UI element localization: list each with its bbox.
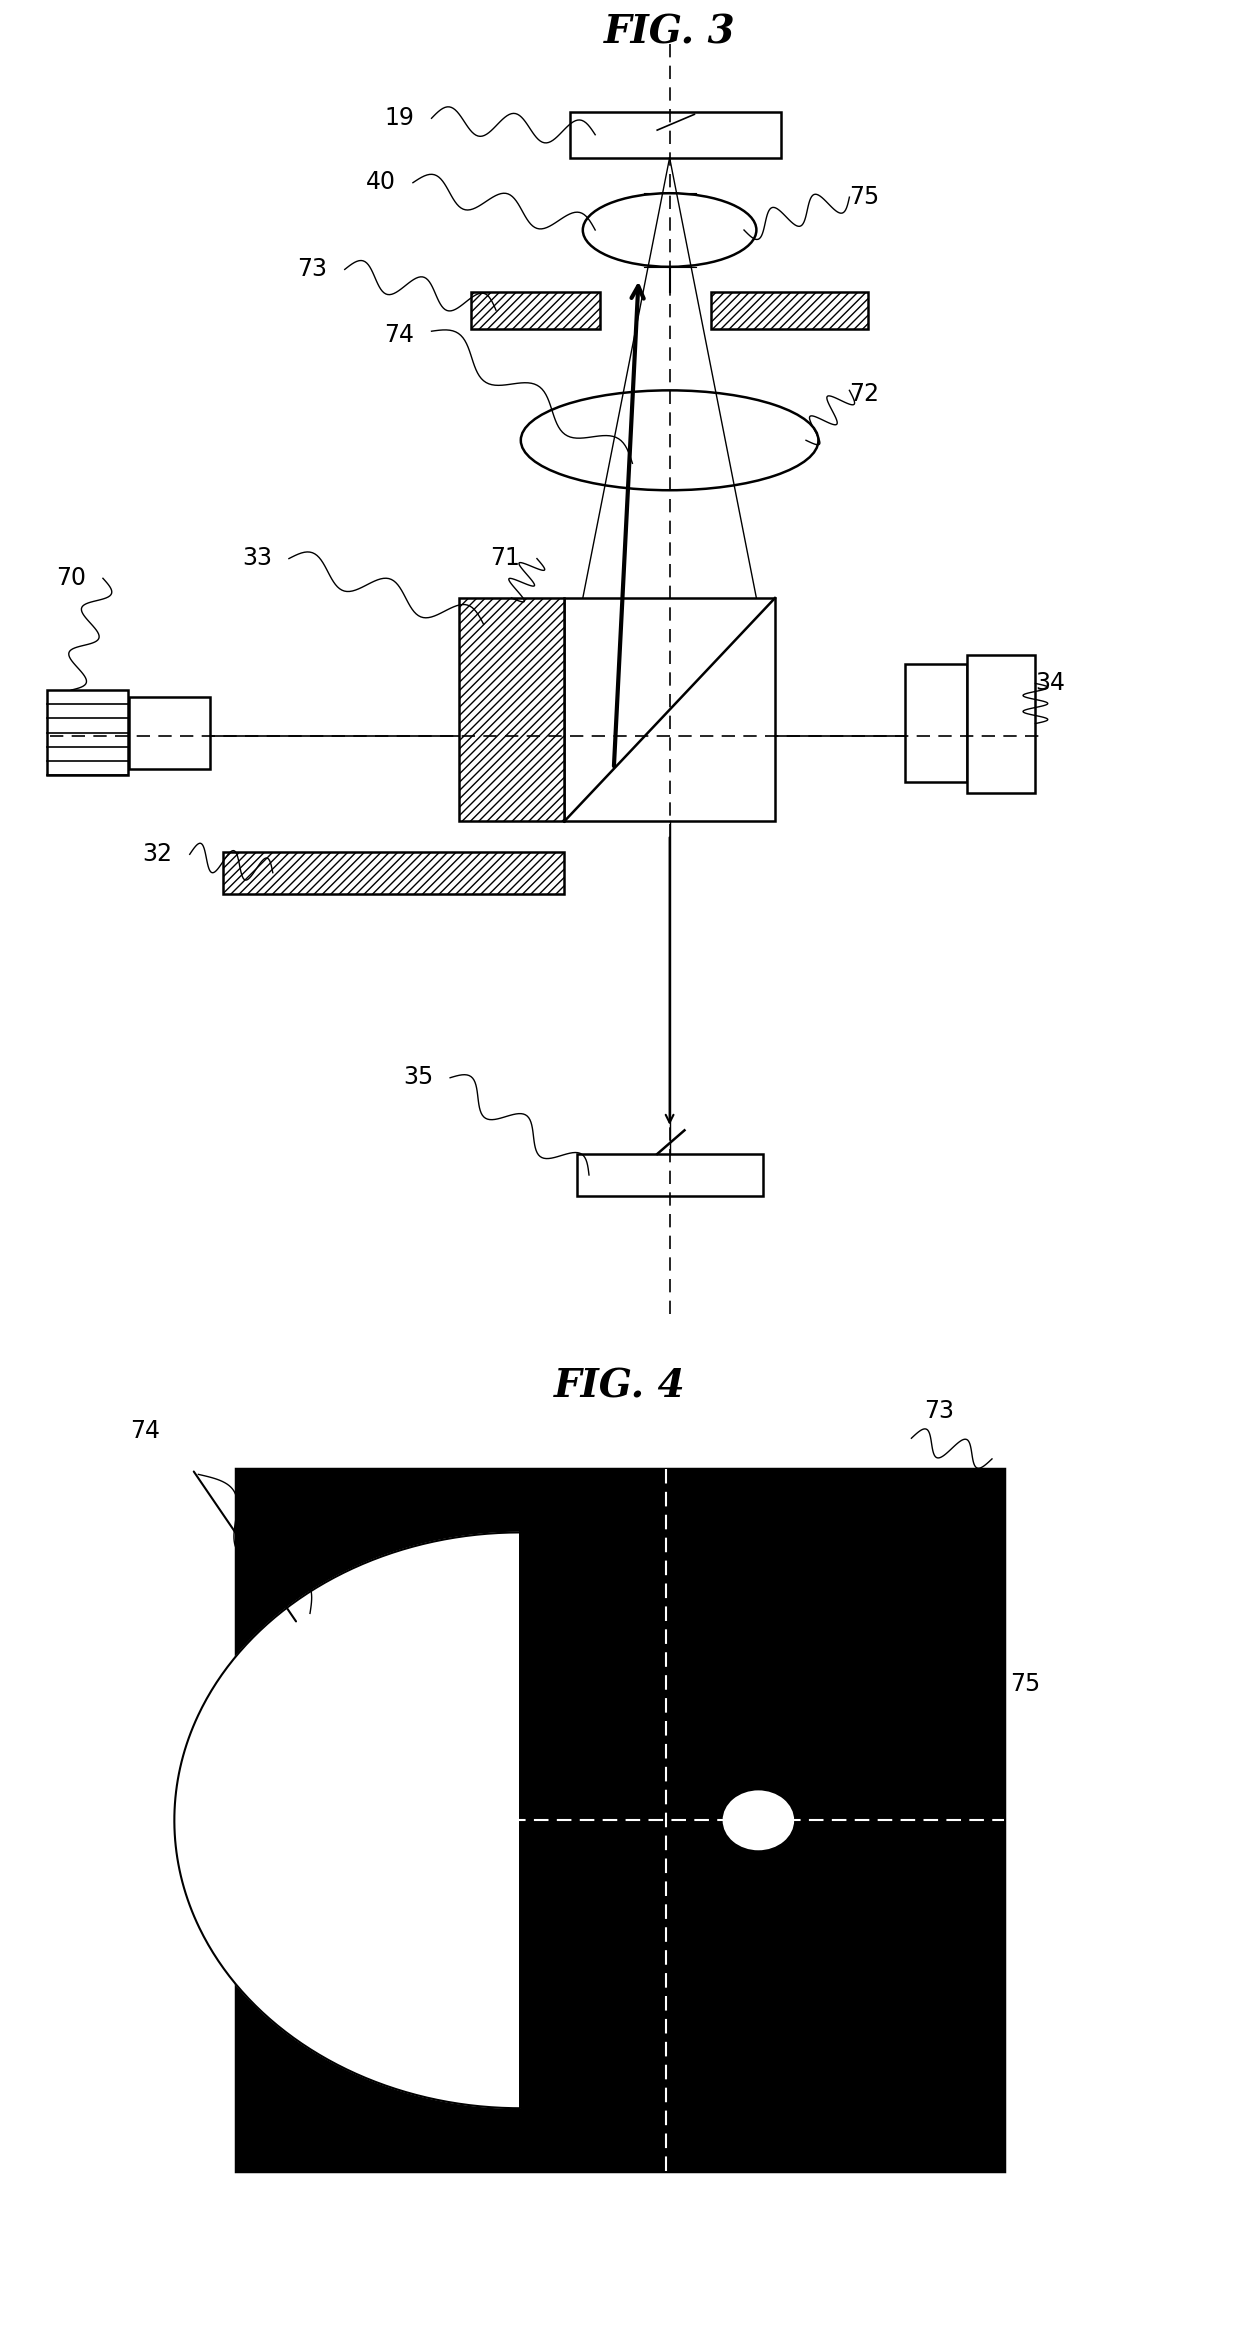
Text: 70: 70 — [56, 566, 86, 589]
Bar — [129, 697, 210, 770]
Bar — [712, 291, 868, 329]
Text: 40: 40 — [366, 171, 396, 195]
Text: 32: 32 — [143, 843, 172, 866]
Bar — [47, 690, 128, 775]
Text: 73: 73 — [298, 258, 327, 282]
Text: FIG. 3: FIG. 3 — [604, 14, 735, 52]
Text: 74: 74 — [130, 1420, 160, 1443]
Circle shape — [724, 1791, 794, 1849]
Text: 33: 33 — [242, 547, 272, 570]
Text: 73: 73 — [924, 1399, 954, 1422]
Bar — [236, 1469, 1004, 2171]
Polygon shape — [175, 1533, 520, 2108]
Bar — [459, 598, 564, 821]
Bar — [577, 1155, 763, 1197]
Text: 75: 75 — [1011, 1673, 1040, 1697]
Ellipse shape — [583, 192, 756, 268]
Text: 19: 19 — [384, 106, 414, 129]
Text: 34: 34 — [1035, 671, 1065, 695]
Ellipse shape — [521, 390, 818, 491]
Text: 75: 75 — [849, 185, 879, 209]
Bar — [967, 655, 1035, 793]
Text: 72: 72 — [849, 383, 879, 406]
Text: 74: 74 — [384, 324, 414, 347]
Text: FIG. 4: FIG. 4 — [554, 1368, 686, 1406]
Bar — [223, 852, 564, 894]
Bar — [905, 664, 967, 782]
Text: 35: 35 — [403, 1066, 433, 1089]
Bar — [564, 598, 775, 821]
Bar — [570, 113, 781, 157]
Text: 71: 71 — [490, 547, 520, 570]
Bar — [471, 291, 600, 329]
